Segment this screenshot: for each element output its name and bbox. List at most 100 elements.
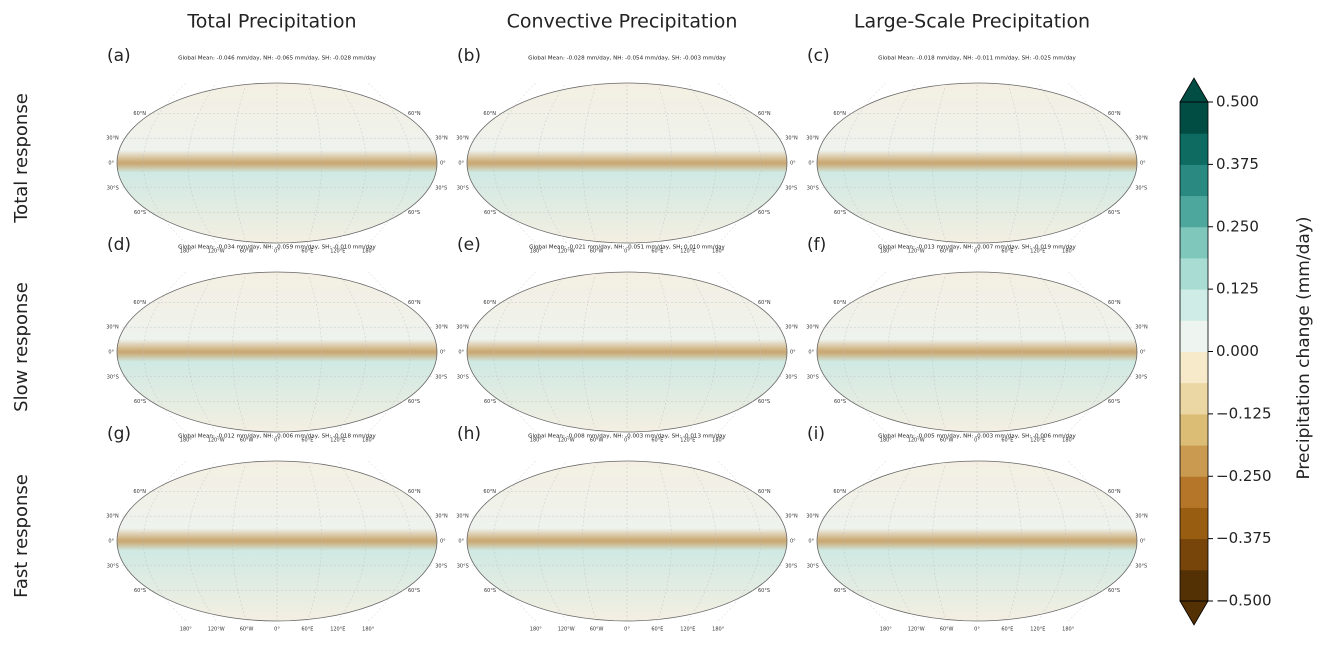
panel-subtitle: Global Mean: -0.028 mm/day, NH: -0.054 m… <box>528 56 726 62</box>
lat-label: 60°N <box>1108 489 1121 495</box>
lat-label: 30°S <box>457 374 469 380</box>
panel-label: (c) <box>807 46 830 66</box>
lat-label: 30°S <box>807 374 819 380</box>
lat-label: 30°S <box>435 563 447 569</box>
lat-label: 30°N <box>106 514 119 520</box>
lat-label: 0° <box>790 350 796 356</box>
lat-label: 0° <box>440 350 446 356</box>
lat-label: 0° <box>808 350 814 356</box>
lat-label: 60°N <box>758 111 771 117</box>
figure: Total Precipitation Convective Precipitat… <box>0 0 1322 644</box>
panel-label: (i) <box>807 424 825 444</box>
lon-label: 60°E <box>301 627 313 633</box>
lat-label: 30°N <box>435 514 448 520</box>
lat-label: 0° <box>1140 161 1146 167</box>
lat-label: 60°N <box>833 111 846 117</box>
row-title: Slow response <box>11 282 32 412</box>
column-title: Large-Scale Precipitation <box>854 11 1090 33</box>
colorbar-swatch <box>1180 289 1208 321</box>
row-title: Total response <box>11 93 32 224</box>
lat-label: 30°S <box>435 185 447 191</box>
lat-label: 30°N <box>1135 136 1148 142</box>
lon-label: 120°E <box>680 627 695 633</box>
lon-label: 180° <box>180 627 193 633</box>
lat-label: 30°S <box>785 563 797 569</box>
colorbar-swatch <box>1180 164 1208 196</box>
lat-label: 30°S <box>785 374 797 380</box>
map-panel: (f)Global Mean: -0.013 mm/day, NH: -0.00… <box>806 235 1148 444</box>
lat-label: 30°S <box>435 374 447 380</box>
lat-label: 30°S <box>107 185 119 191</box>
lat-label: 0° <box>458 539 464 545</box>
colorbar-tick-label: −0.125 <box>1216 404 1272 422</box>
lat-label: 0° <box>108 350 114 356</box>
colorbar-swatch <box>1180 227 1208 259</box>
lat-label: 60°S <box>134 210 146 216</box>
lon-label: 180° <box>362 627 375 633</box>
lat-label: 60°S <box>134 588 146 594</box>
lat-label: 30°S <box>807 563 819 569</box>
lat-label: 30°S <box>785 185 797 191</box>
lat-label: 60°N <box>408 489 421 495</box>
panel-subtitle: Global Mean: -0.034 mm/day, NH: -0.059 m… <box>178 245 376 251</box>
lon-label: 60°W <box>590 627 604 633</box>
panel-label: (g) <box>107 424 131 444</box>
lat-label: 60°S <box>834 399 846 405</box>
lon-label: 120°W <box>208 627 225 633</box>
map-panel: (b)Global Mean: -0.028 mm/day, NH: -0.05… <box>456 46 798 255</box>
lon-label: 60°W <box>240 627 254 633</box>
lat-label: 60°S <box>134 399 146 405</box>
panel-subtitle: Global Mean: -0.012 mm/day, NH: -0.006 m… <box>178 434 376 440</box>
lat-label: 0° <box>808 539 814 545</box>
lat-label: 60°S <box>484 210 496 216</box>
colorbar-swatch <box>1180 570 1208 602</box>
lon-label: 120°E <box>330 627 345 633</box>
colorbar-tick-label: 0.250 <box>1216 217 1259 235</box>
lon-label: 0° <box>274 627 280 633</box>
map-panel: (d) Global Mean: -0.034 mm/day, NH: -0.05… <box>106 235 448 444</box>
lat-label: 30°N <box>806 325 819 331</box>
lat-label: 0° <box>1140 539 1146 545</box>
colorbar-label: Precipitation change (mm/day) <box>1294 216 1314 479</box>
lat-label: 60°N <box>833 489 846 495</box>
lat-label: 60°S <box>758 210 770 216</box>
lon-label: 180° <box>712 627 725 633</box>
column-title: Convective Precipitation <box>507 11 738 33</box>
colorbar-tick-label: 0.000 <box>1216 342 1259 360</box>
lat-label: 30°S <box>807 185 819 191</box>
lon-label: 60°E <box>1001 627 1013 633</box>
colorbar-swatch <box>1180 196 1208 228</box>
colorbar-extend <box>1180 78 1208 102</box>
colorbar-swatch <box>1180 445 1208 477</box>
column-title: Total Precipitation <box>186 11 356 33</box>
panel-subtitle: Global Mean: -0.013 mm/day, NH: -0.007 m… <box>878 245 1076 251</box>
colorbar-swatch <box>1180 102 1208 134</box>
lon-label: 180° <box>880 627 893 633</box>
lat-label: 60°N <box>483 111 496 117</box>
lon-label: 60°E <box>651 627 663 633</box>
lat-label: 30°S <box>1135 185 1147 191</box>
lon-label: 180° <box>530 627 543 633</box>
lat-label: 0° <box>458 350 464 356</box>
colorbar-tick-label: 0.125 <box>1216 280 1259 298</box>
lat-label: 0° <box>790 161 796 167</box>
lat-label: 60°N <box>133 489 146 495</box>
panel-label: (d) <box>107 235 131 255</box>
lat-label: 60°N <box>408 300 421 306</box>
panel-subtitle: Global Mean: -0.018 mm/day, NH: -0.011 m… <box>878 56 1076 62</box>
panel-label: (a) <box>107 46 131 66</box>
lat-label: 30°N <box>456 514 469 520</box>
colorbar-swatch <box>1180 383 1208 415</box>
lat-label: 0° <box>108 161 114 167</box>
lat-label: 30°N <box>806 514 819 520</box>
panel-label: (e) <box>457 235 481 255</box>
colorbar-swatch <box>1180 414 1208 446</box>
lat-label: 30°N <box>456 136 469 142</box>
lat-label: 60°S <box>484 588 496 594</box>
lat-label: 30°S <box>457 563 469 569</box>
lat-label: 0° <box>808 161 814 167</box>
lat-label: 60°S <box>408 399 420 405</box>
panel-subtitle: Global Mean: -0.008 mm/day, NH: -0.003 m… <box>528 434 726 440</box>
map-panel: (i)Global Mean: -0.005 mm/day, NH: -0.00… <box>806 424 1148 633</box>
lon-label: 60°W <box>940 627 954 633</box>
